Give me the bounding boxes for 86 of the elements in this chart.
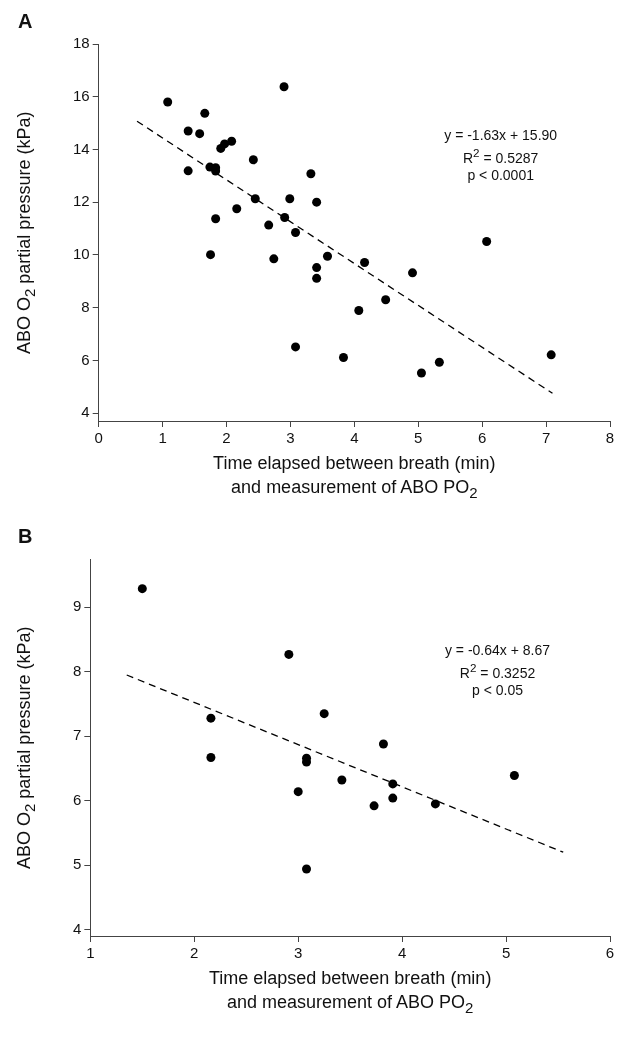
y-tick-label: 8 <box>81 297 90 315</box>
x-tick-label: 0 <box>94 429 103 447</box>
x-tick-label: 7 <box>541 429 551 447</box>
y-tick-label: 14 <box>73 139 90 157</box>
x-tick-label: 1 <box>86 944 95 962</box>
annotation: p < 0.05 <box>471 681 524 699</box>
point <box>482 236 492 246</box>
annotation: y = -0.64x + 8.67 <box>443 641 552 659</box>
point <box>360 258 370 268</box>
point <box>220 139 230 149</box>
point <box>232 204 242 214</box>
x-tick-label: 8 <box>605 429 615 447</box>
point <box>206 250 216 260</box>
annotation: R$^{2}$ = 0.3252 <box>458 659 537 682</box>
y-tick-label: 12 <box>73 192 90 210</box>
point <box>137 584 147 594</box>
point <box>546 350 556 360</box>
annotation: R$^{2}$ = 0.5287 <box>462 144 540 167</box>
point <box>293 787 303 797</box>
y-tick-label: 4 <box>73 919 82 937</box>
x-tick-label: 4 <box>397 944 407 962</box>
annotation: y = -1.63x + 15.90 <box>443 126 559 144</box>
y-tick-label: 5 <box>73 855 82 873</box>
point <box>430 799 440 809</box>
point <box>354 306 364 316</box>
point <box>312 263 322 273</box>
x-axis-title: Time elapsed between breath (min) and measurement of ABO PO$_{2}$ <box>212 452 497 503</box>
x-tick-label: 2 <box>190 944 199 962</box>
point <box>183 126 193 136</box>
y-tick-label: 9 <box>73 597 82 615</box>
point <box>211 214 221 224</box>
point <box>284 649 294 659</box>
point <box>291 342 301 352</box>
y-tick-label: 16 <box>73 86 90 104</box>
point <box>248 155 258 165</box>
annotation: p < 0.0001 <box>466 166 535 184</box>
point <box>434 357 444 367</box>
point <box>323 251 332 261</box>
y-tick-label: 18 <box>73 34 90 52</box>
x-tick-label: 5 <box>414 429 423 447</box>
point <box>338 352 348 362</box>
point <box>206 752 216 762</box>
x-tick-label: 3 <box>286 429 295 447</box>
point <box>319 709 329 719</box>
point <box>378 739 388 749</box>
point <box>280 212 290 222</box>
x-tick-label: 1 <box>158 429 167 447</box>
x-tick-label: 3 <box>294 944 303 962</box>
point <box>302 864 312 874</box>
x-tick-label: 2 <box>222 429 231 447</box>
point <box>388 779 398 789</box>
point <box>163 97 173 107</box>
point <box>509 771 519 781</box>
point <box>195 129 205 139</box>
point <box>337 775 347 785</box>
point <box>285 194 295 204</box>
point <box>227 136 237 146</box>
point <box>408 268 417 278</box>
point <box>279 82 289 92</box>
y-tick-label: 6 <box>73 790 82 808</box>
y-tick-label: 8 <box>73 661 82 679</box>
chart-title: A <box>18 10 33 33</box>
point <box>312 273 322 283</box>
chart-title: B <box>18 525 33 548</box>
point <box>416 368 426 378</box>
point <box>312 197 322 207</box>
point <box>369 801 379 811</box>
point <box>388 793 398 803</box>
x-tick-label: 6 <box>605 944 615 962</box>
point <box>291 228 301 237</box>
point <box>269 254 279 264</box>
point <box>200 108 210 118</box>
point <box>206 713 216 723</box>
point <box>250 194 260 204</box>
x-tick-label: 6 <box>478 429 487 447</box>
point <box>306 169 316 179</box>
point <box>183 166 193 176</box>
y-tick-label: 7 <box>73 726 82 744</box>
point <box>264 220 274 230</box>
x-axis-title: Time elapsed between breath (min) and measurement of ABO PO$_{2}$ <box>207 967 493 1018</box>
y-tick-label: 10 <box>73 245 90 263</box>
x-tick-label: 5 <box>501 944 511 962</box>
y-tick-label: 6 <box>81 350 90 368</box>
x-tick-label: 4 <box>350 429 359 447</box>
y-tick-label: 4 <box>81 403 90 421</box>
point <box>381 295 391 305</box>
